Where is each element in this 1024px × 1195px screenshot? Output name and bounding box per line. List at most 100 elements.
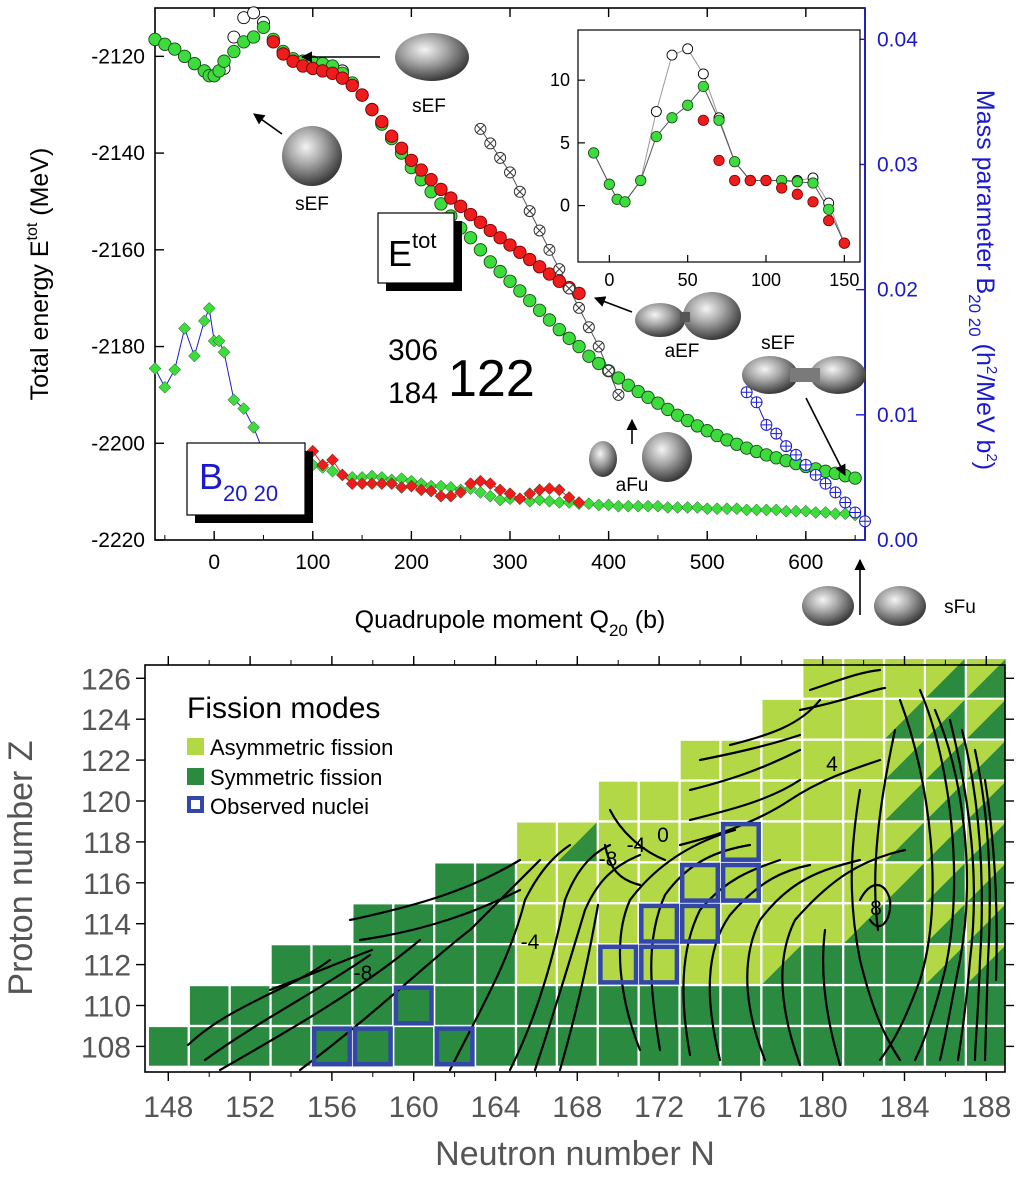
shape-fragment-small: [589, 441, 617, 477]
y2-tick-label: 0.01: [877, 404, 918, 427]
map-cell: [394, 986, 433, 1025]
energy-afu-point-cross: [545, 245, 554, 255]
mass-afu-point-cross: [780, 440, 792, 452]
map-x-tick-label: 176: [716, 1091, 766, 1124]
bottom-panel: -8 -4 0 -8 -4 4 8 148 152 156 160 164 168 172 1…: [2, 656, 1014, 1173]
map-x-tick-label: 160: [389, 1091, 439, 1124]
inset-green-point: [807, 177, 819, 189]
x-tick-label: 200: [394, 551, 429, 574]
map-y-tick-label: 116: [83, 868, 131, 901]
inset-green-point: [697, 80, 709, 93]
map-cell: [598, 986, 638, 1025]
map-cell: [721, 822, 761, 862]
y-tick-label: -2220: [91, 529, 145, 552]
map-cell: [762, 986, 802, 1025]
map-cell-mixed: [926, 740, 965, 780]
map-x-tick-label: 184: [879, 1091, 929, 1124]
mass-green-point: [592, 498, 606, 512]
energy-green-point: [168, 42, 182, 56]
energy-green-point: [503, 274, 517, 288]
map-y-tick-label: 108: [81, 1031, 131, 1064]
inset-open-point: [666, 49, 678, 61]
map-cell: [353, 945, 393, 984]
mass-green-point: [543, 494, 556, 508]
y-tick-label: -2200: [91, 432, 145, 455]
inset-red-point: [776, 182, 788, 194]
mass-green-point: [247, 420, 260, 434]
etot-box-label: Etot: [388, 228, 436, 274]
inset-open-point: [697, 68, 709, 80]
mass-red-point: [464, 477, 477, 491]
mass-afu-point-cross: [810, 469, 822, 481]
energy-green-point: [651, 396, 665, 410]
energy-afu-point-cross: [535, 226, 544, 235]
energy-red-point: [345, 78, 359, 93]
map-cell: [762, 822, 802, 862]
map-cell: [149, 1027, 188, 1066]
mass-afu-point-cross: [800, 459, 812, 471]
map-cell: [271, 1027, 311, 1066]
shape-fragment-large: [642, 432, 692, 482]
fission-mode-cells: [149, 659, 1006, 1066]
nucleus-mass-number: 306: [388, 334, 438, 367]
mass-red-point: [543, 482, 556, 496]
map-cell-mixed: [885, 781, 924, 821]
mass-green-point: [641, 499, 655, 513]
contour-lines: [186, 668, 998, 1072]
mass-green-point: [188, 349, 201, 363]
bottom-axes: 148 152 156 160 164 168 172 176 180 184 188 108 110 1…: [81, 656, 1014, 1124]
map-x-tick-label: 156: [307, 1091, 357, 1124]
inset-green-point: [635, 174, 647, 187]
map-cell-mixed: [558, 822, 597, 862]
energy-red-point: [434, 182, 448, 197]
map-cell: [517, 1027, 556, 1066]
energy-green-point: [483, 255, 497, 269]
observed-nucleus-box: [598, 944, 639, 985]
mass-red-point: [375, 477, 389, 491]
map-y-tick-label: 122: [81, 745, 131, 778]
energy-afu-point-cross: [584, 322, 594, 332]
mass-red-point: [533, 483, 546, 497]
shape-label-sfu: sFu: [944, 597, 976, 618]
mass-red-point: [493, 483, 507, 497]
contour-label: -4: [521, 931, 540, 954]
energy-red-point: [335, 71, 350, 85]
map-cell: [844, 1027, 883, 1066]
inset-green-point: [823, 203, 835, 215]
energy-red-point: [266, 35, 280, 49]
observed-nucleus-box: [720, 862, 761, 903]
shape-label-sef-3: sEF: [761, 333, 795, 354]
mass-afu-point-cross: [770, 428, 782, 440]
mass-red-point: [405, 479, 418, 493]
map-cell: [762, 1027, 802, 1066]
bottom-x-axis-label: Neutron number N: [435, 1135, 715, 1173]
mass-green-point: [661, 501, 675, 514]
y2-tick-label: 0.00: [877, 529, 918, 552]
mass-green-point: [326, 464, 339, 478]
x-tick-label: 500: [690, 551, 725, 574]
inset-red-point: [713, 154, 725, 167]
mass-red-point: [513, 492, 527, 506]
map-cell: [312, 986, 352, 1025]
energy-red-point: [444, 191, 458, 205]
inset-frame: [577, 29, 861, 263]
energy-green-point: [473, 243, 488, 257]
mass-afu-point-cross: [741, 386, 753, 398]
map-cell: [844, 945, 883, 984]
shape-asym-elongated: [635, 292, 741, 340]
mass-red-point: [345, 477, 359, 491]
map-cell-mixed: [926, 863, 965, 903]
map-y-tick-label: 124: [81, 704, 131, 737]
map-cell: [803, 863, 842, 903]
map-cell: [598, 781, 638, 821]
mass-green-point: [789, 504, 803, 518]
mass-green-point: [533, 493, 546, 507]
map-cell: [517, 904, 556, 943]
map-cell-mixed: [967, 740, 1006, 780]
map-cell-mixed: [885, 863, 924, 903]
shape-label-aef: aEF: [665, 341, 700, 362]
legend-title: Fission modes: [187, 692, 380, 725]
legend-label-observed: Observed nuclei: [210, 794, 369, 819]
inset-y-tick-label: 5: [560, 133, 570, 153]
